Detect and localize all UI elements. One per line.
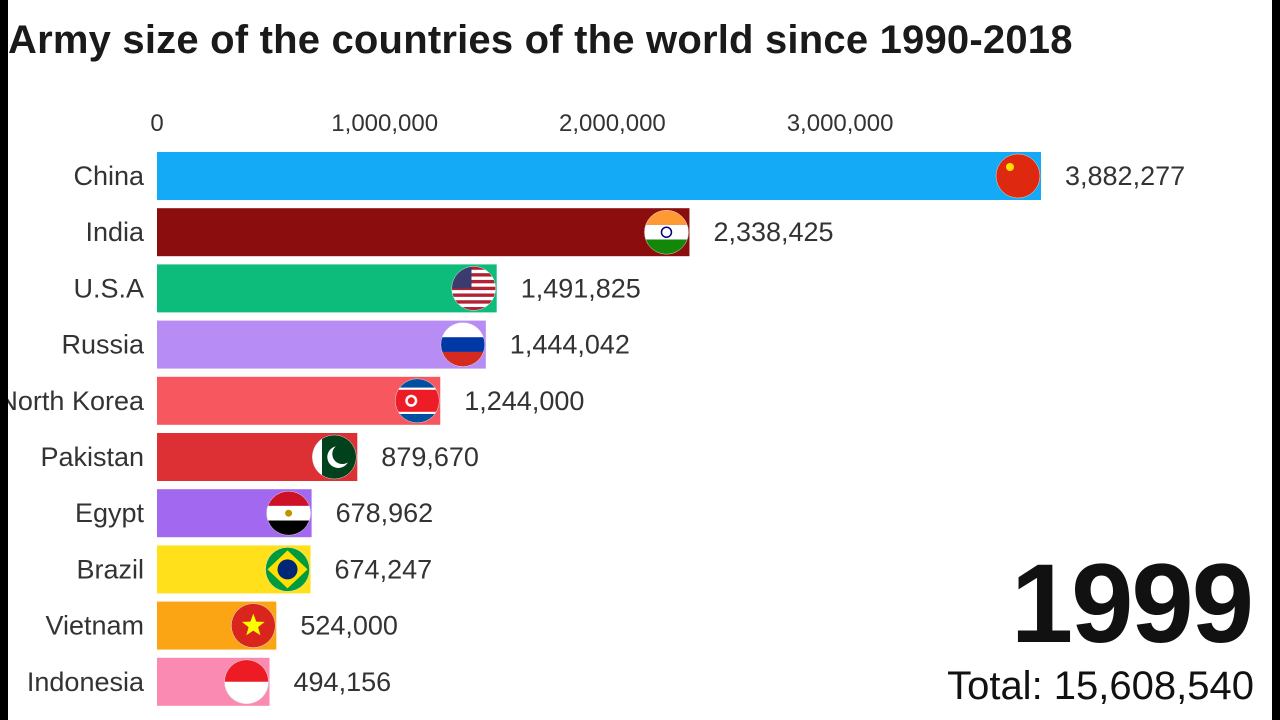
indonesia-flag-icon	[224, 659, 269, 705]
category-label: China	[73, 161, 145, 191]
value-label: 678,962	[336, 498, 434, 528]
bar-row: Egypt 678,962	[75, 489, 434, 538]
bar-row: Vietnam 524,000	[45, 601, 398, 650]
bar	[157, 152, 1041, 200]
value-label: 3,882,277	[1065, 161, 1185, 191]
value-label: 1,444,042	[510, 330, 630, 360]
category-label: U.S.A	[73, 273, 144, 303]
bar-row: India 2,338,425	[85, 208, 834, 257]
category-label: India	[85, 217, 145, 247]
pakistan-flag-icon	[312, 434, 357, 480]
bar-row: Russia 1,444,042	[61, 320, 630, 369]
category-label: Indonesia	[27, 667, 145, 697]
value-label: 494,156	[294, 667, 392, 697]
chart-canvas: Army size of the countries of the world …	[8, 0, 1272, 720]
value-label: 1,244,000	[464, 386, 584, 416]
x-tick-label: 0	[150, 110, 163, 137]
category-label: North Korea	[8, 386, 145, 416]
category-label: Vietnam	[45, 611, 144, 641]
x-tick-label: 2,000,000	[559, 110, 666, 137]
total-label: Total: 15,608,540	[947, 664, 1254, 708]
bar-row: Brazil 674,247	[76, 545, 433, 594]
egypt-flag-icon	[266, 490, 311, 536]
value-label: 2,338,425	[713, 217, 833, 247]
china-flag-icon	[995, 153, 1041, 199]
year-label: 1999	[1010, 541, 1254, 666]
usa-flag-icon	[451, 266, 496, 311]
bar	[157, 208, 690, 257]
value-label: 1,491,825	[521, 273, 641, 303]
category-label: Brazil	[76, 554, 144, 584]
value-label: 524,000	[300, 611, 398, 641]
bar	[157, 264, 497, 313]
bar-row: North Korea 1,244,000	[8, 376, 584, 425]
bar	[157, 320, 486, 369]
russia-flag-icon	[440, 322, 486, 367]
category-label: Russia	[61, 330, 145, 360]
bar-row: China 3,882,277	[73, 152, 1185, 200]
category-label: Pakistan	[40, 442, 144, 472]
bar-row: U.S.A 1,491,825	[73, 264, 641, 313]
north-korea-flag-icon	[395, 378, 440, 424]
x-tick-label: 1,000,000	[331, 110, 438, 137]
india-flag-icon	[644, 209, 689, 255]
value-label: 674,247	[335, 554, 433, 584]
vietnam-flag-icon	[231, 603, 276, 648]
bar-row: Indonesia 494,156	[27, 657, 392, 706]
brazil-flag-icon	[265, 547, 310, 592]
bar-row: Pakistan 879,670	[40, 433, 479, 481]
x-tick-label: 3,000,000	[787, 110, 894, 137]
chart-title: Army size of the countries of the world …	[8, 18, 1073, 62]
category-label: Egypt	[75, 498, 145, 528]
bar-chart: 0 1,000,000 2,000,000 3,000,000 China 3,882,…	[8, 110, 1185, 706]
bar	[157, 376, 441, 425]
value-label: 879,670	[381, 442, 479, 472]
